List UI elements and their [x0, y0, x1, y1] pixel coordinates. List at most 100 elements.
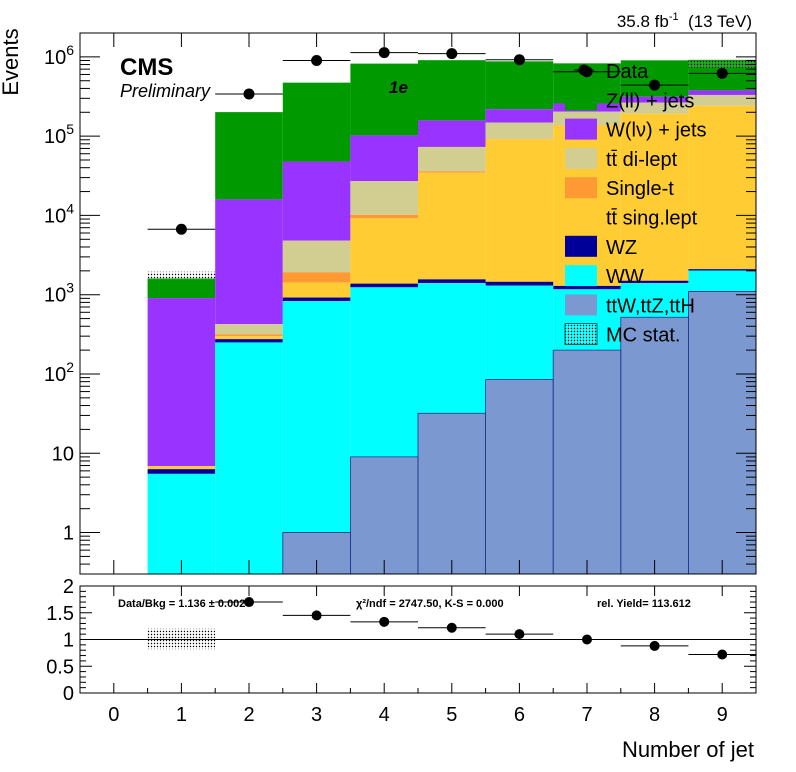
legend-entry-9: MC stat. [564, 323, 680, 347]
legend-label-4: Single-t [606, 178, 674, 200]
bar-SingleT-3 [282, 272, 351, 283]
legend-entry-8: ttW,ttZ,ttH [565, 294, 695, 317]
bar-WZ-7 [553, 285, 621, 290]
bar-ttV-8 [620, 317, 689, 574]
x-tick-label-6: 6 [514, 704, 525, 726]
main-plot-frame [79, 32, 757, 575]
ratio-summary-text: Data/Bkg = 1.136 ± 0.002 [118, 598, 245, 610]
main-plot-panel: 1 10 102 103 104 105 106 CMS Preliminary 1e Da… [0, 28, 757, 575]
legend-swatch-2 [565, 118, 597, 140]
legend-swatch-9 [564, 323, 598, 346]
bar-WZ-3 [282, 297, 351, 302]
legend-label-3: tt̄ di-lept [606, 148, 678, 170]
legend-swatch-5 [565, 206, 597, 228]
main-y-tick-labels: 1 10 102 103 104 105 106 [44, 42, 74, 545]
data-point-8 [649, 79, 661, 91]
legend-entry-6: WZ [565, 235, 637, 259]
bar-WZ-1 [147, 469, 216, 474]
ratio-point-2 [244, 597, 254, 608]
x-tick-label-4: 4 [379, 704, 390, 726]
ratio-axis-ticks [80, 585, 756, 694]
x-tick-label-3: 3 [311, 704, 322, 726]
main-axis-ticks [80, 32, 756, 575]
y-axis-label: Events [0, 28, 23, 95]
bar-ttSemi-3 [282, 282, 351, 298]
bar-ttV-4 [350, 456, 418, 574]
mc-stat-box-1 [147, 271, 216, 280]
data-point-4 [378, 47, 390, 59]
bar-WW-4 [350, 287, 418, 457]
x-tick-label-2: 2 [243, 704, 254, 726]
legend-label-8: ttW,ttZ,ttH [606, 295, 695, 317]
x-tick-label-5: 5 [446, 704, 457, 726]
main-ytick-label-6: 106 [44, 42, 74, 69]
bar-ttSemi-4 [350, 218, 418, 284]
bar-ttV-5 [418, 413, 486, 574]
x-tick-label-9: 9 [717, 704, 728, 726]
bar-ttDi-2 [215, 324, 283, 335]
legend-swatch-7 [565, 265, 597, 287]
bar-WZ-8 [620, 280, 689, 284]
bar-ttDi-9 [688, 94, 756, 106]
legend-label-1: Z(ll) + jets [606, 90, 694, 112]
stacked-histogram [147, 59, 756, 574]
bar-WZ-9 [688, 269, 756, 271]
bar-ttDi-6 [485, 122, 554, 139]
legend-label-6: WZ [606, 237, 637, 259]
ratio-ytick-label-0: 0 [63, 683, 74, 705]
legend-entry-1: Z(ll) + jets [565, 89, 694, 112]
main-ytick-label-5: 105 [44, 121, 74, 148]
data-point-3 [311, 54, 323, 66]
bar-ttV-6 [485, 379, 554, 574]
bar-ttSemi-6 [485, 139, 554, 282]
ratio-point-4 [379, 616, 390, 627]
bar-WW-6 [485, 285, 554, 380]
bar-WZ-2 [215, 339, 283, 343]
bar-Wjets-1 [147, 298, 216, 467]
ratio-ytick-label-2: 1 [63, 630, 74, 652]
data-point-5 [446, 48, 458, 60]
bar-WW-1 [147, 473, 216, 574]
data-point-2 [243, 88, 255, 100]
legend-entry-2: W(lν) + jets [565, 118, 707, 142]
legend-entry-4: Single-t [565, 177, 674, 200]
x-tick-label-1: 1 [176, 704, 187, 726]
bar-WZ-5 [418, 279, 486, 284]
mc-stat-band [147, 60, 756, 280]
ratio-plot-panel: 0 0.5 1 1.5 2 0 1 2 3 4 5 6 7 8 9 Data/Bkg = 1.136 ± … [46, 576, 757, 762]
mc-stat-box-9 [688, 60, 756, 68]
x-tick-labels: 0 1 2 3 4 5 6 7 8 9 [108, 704, 728, 726]
main-ytick-label-0: 1 [63, 523, 74, 545]
bar-ttSemi-2 [215, 336, 283, 340]
bar-Zjets-3 [282, 82, 351, 162]
legend-label-7: WW [606, 266, 644, 288]
ratio-point-3 [311, 610, 322, 621]
bar-Zjets-8 [620, 60, 689, 97]
legend-swatch-8 [565, 294, 597, 316]
experiment-label: CMS [120, 54, 173, 81]
legend-entry-5: tt̄ sing.lept [565, 206, 698, 230]
bar-ttSemi-5 [418, 172, 486, 280]
bar-ttDi-8 [620, 102, 689, 114]
bar-Wjets-3 [282, 161, 351, 241]
chi2-ks-text: χ²/ndf = 2747.50, K-S = 0.000 [356, 598, 504, 610]
bar-Wjets-2 [215, 199, 283, 325]
legend-entry-0: Data [574, 61, 649, 83]
bar-WW-2 [215, 342, 283, 574]
data-points [147, 47, 756, 235]
bar-Zjets-2 [215, 112, 283, 200]
ratio-point-7 [582, 634, 592, 645]
legend-swatch-3 [565, 147, 597, 169]
bar-Zjets-4 [350, 63, 418, 136]
legend-entry-3: tt̄ di-lept [565, 147, 678, 171]
relative-yield-text: rel. Yield= 113.612 [597, 598, 691, 610]
bar-ttDi-4 [350, 180, 418, 215]
data-point-6 [513, 54, 525, 66]
bar-ttSemi-8 [620, 113, 689, 281]
ratio-points [215, 597, 756, 660]
ratio-point-5 [446, 622, 457, 633]
x-tick-label-8: 8 [649, 704, 660, 726]
ratio-stat-band [147, 628, 216, 650]
legend-label-5: tt̄ sing.lept [606, 207, 698, 229]
bar-SingleT-4 [350, 214, 418, 219]
